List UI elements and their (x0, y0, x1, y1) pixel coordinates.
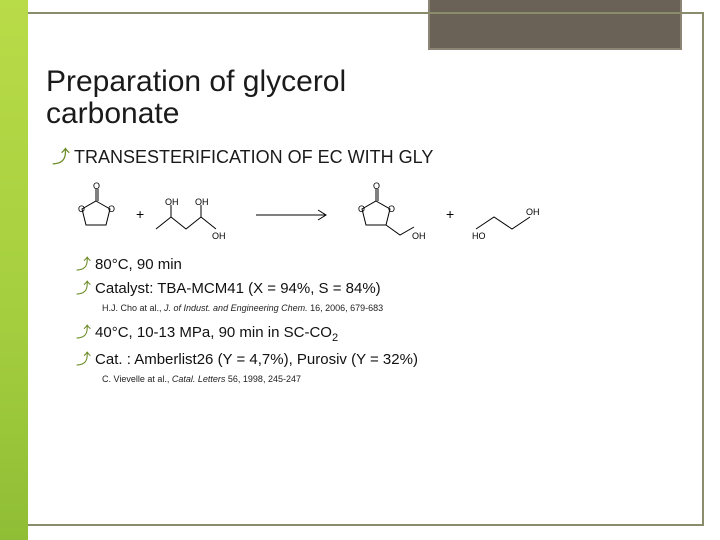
left-accent-bar (0, 0, 28, 540)
ref-journal: J. of Indust. and Engineering Chem. (164, 303, 308, 313)
reference-2: C. Vievelle at al., Catal. Letters 56, 1… (102, 374, 682, 384)
svg-text:O: O (93, 181, 100, 191)
svg-text:OH: OH (526, 207, 540, 217)
svg-text:O: O (108, 204, 115, 214)
slide-title: Preparation of glycerol carbonate (46, 66, 682, 129)
bullet-glyph: ⤴ (76, 325, 91, 341)
subscript: 2 (332, 332, 338, 344)
bullet-glyph: ⤴ (76, 281, 91, 297)
ref-prefix: H.J. Cho at al., (102, 303, 164, 313)
svg-text:+: + (136, 206, 144, 222)
slide-frame: Preparation of glycerol carbonate ⤴TRANS… (28, 12, 704, 526)
bullet-group-1: ⤴80°C, 90 min ⤴Catalyst: TBA-MCM41 (X = … (76, 253, 682, 301)
bullet-text: 40°C, 10-13 MPa, 90 min in SC-CO (95, 324, 332, 341)
bullet-glyph: ⤴ (52, 147, 70, 167)
svg-text:HO: HO (472, 231, 486, 241)
svg-text:O: O (388, 204, 395, 214)
title-line-1: Preparation of glycerol (46, 65, 346, 98)
ref-journal: Catal. Letters (172, 374, 226, 384)
bullet-text: 80°C, 90 min (95, 256, 182, 273)
svg-text:OH: OH (195, 197, 209, 207)
svg-text:OH: OH (412, 231, 426, 241)
svg-text:O: O (78, 204, 85, 214)
ref-prefix: C. Vievelle at al., (102, 374, 172, 384)
svg-text:OH: OH (165, 197, 179, 207)
svg-text:O: O (358, 204, 365, 214)
ref-suffix: 16, 2006, 679-683 (308, 303, 384, 313)
reference-1: H.J. Cho at al., J. of Indust. and Engin… (102, 303, 682, 313)
title-line-2: carbonate (46, 97, 179, 130)
bullet-group-2: ⤴40°C, 10-13 MPa, 90 min in SC-CO2 ⤴Cat.… (76, 321, 682, 372)
reaction-scheme: O O O + OH OH OH (56, 179, 616, 249)
svg-text:+: + (446, 206, 454, 222)
bullet-glyph: ⤴ (76, 257, 91, 273)
svg-text:OH: OH (212, 231, 226, 241)
ref-suffix: 56, 1998, 245-247 (225, 374, 301, 384)
section-heading: ⤴TRANSESTERIFICATION OF EC WITH GLY (52, 143, 682, 169)
svg-text:O: O (373, 181, 380, 191)
bullet-text: Cat. : Amberlist26 (Y = 4,7%), Purosiv (… (95, 351, 418, 368)
bullet-text: Catalyst: TBA-MCM41 (X = 94%, S = 84%) (95, 280, 381, 297)
section-text: TRANSESTERIFICATION OF EC WITH GLY (74, 147, 433, 167)
bullet-glyph: ⤴ (76, 352, 91, 368)
